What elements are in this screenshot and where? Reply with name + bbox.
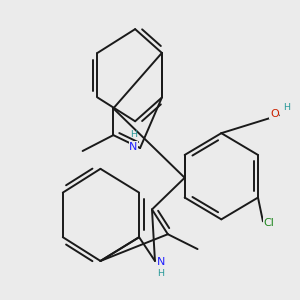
Text: H: H — [130, 130, 137, 139]
Text: O: O — [270, 109, 279, 119]
Text: H: H — [158, 269, 164, 278]
Text: Cl: Cl — [263, 218, 274, 228]
Text: N: N — [157, 257, 165, 267]
Text: N: N — [129, 142, 138, 152]
Text: H: H — [283, 103, 290, 112]
